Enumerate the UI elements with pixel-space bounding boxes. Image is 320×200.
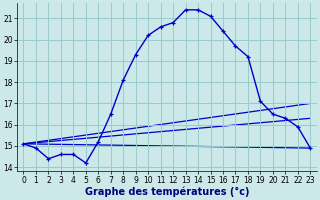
X-axis label: Graphe des températures (°c): Graphe des températures (°c): [85, 186, 249, 197]
